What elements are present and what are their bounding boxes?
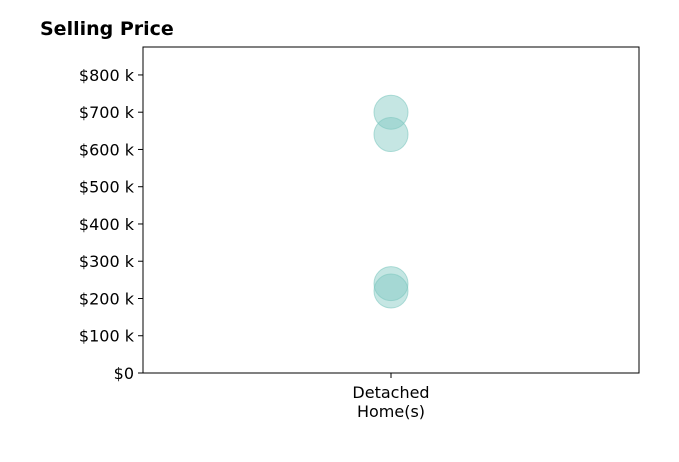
x-tick-label: Detached Home(s) [352, 383, 429, 421]
x-axis: Detached Home(s) [352, 373, 430, 421]
y-tick-label: $300 k [79, 252, 135, 271]
data-point [373, 94, 409, 130]
chart-title: Selling Price [40, 18, 174, 40]
data-point [373, 266, 409, 302]
data-points [373, 94, 409, 309]
y-tick-label: $0 [114, 364, 134, 383]
y-tick-label: $700 k [79, 103, 135, 122]
data-point [373, 117, 409, 153]
y-tick-label: $200 k [79, 289, 135, 308]
y-axis: $0 $100 k $200 k $300 k $400 k $500 k $600 k $7… [79, 66, 143, 383]
y-tick-label: $500 k [79, 178, 135, 197]
y-tick-label: $800 k [79, 66, 135, 85]
y-tick-label: $100 k [79, 327, 135, 346]
data-point [373, 273, 409, 309]
y-tick-label: $600 k [79, 140, 135, 159]
y-tick-label: $400 k [79, 215, 135, 234]
